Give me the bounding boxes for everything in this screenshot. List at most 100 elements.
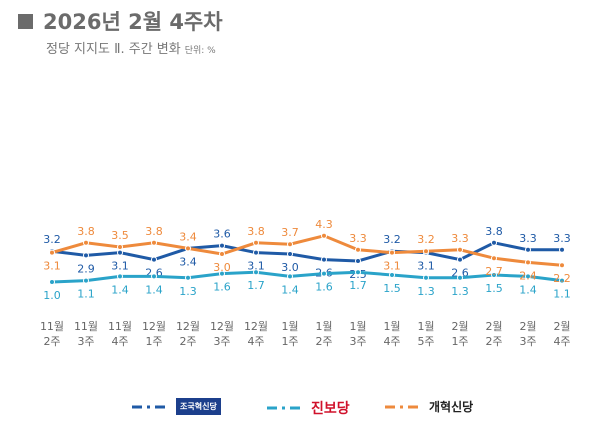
legend-line-icon xyxy=(267,406,301,410)
data-label: 1.3 xyxy=(179,285,197,298)
title-square-icon xyxy=(18,13,33,29)
data-point xyxy=(355,246,361,253)
data-point xyxy=(423,274,429,281)
data-point xyxy=(491,272,497,278)
data-label: 1.3 xyxy=(451,285,469,298)
data-label: 2.9 xyxy=(77,262,95,275)
data-point xyxy=(253,249,259,256)
x-tick-label: 12월 2주 xyxy=(176,320,200,348)
data-label: 1.1 xyxy=(553,288,571,301)
data-point xyxy=(83,239,89,246)
x-tick-label: 1월 3주 xyxy=(349,320,366,348)
x-tick-label: 11월 3주 xyxy=(74,320,98,348)
data-label: 2.4 xyxy=(519,269,537,282)
legend-line-icon xyxy=(385,405,419,408)
chart-subtitle: 정당 지지도 Ⅱ. 주간 변화 단위: % xyxy=(46,38,216,57)
data-label: 3.3 xyxy=(553,232,571,245)
data-label: 1.3 xyxy=(417,285,435,298)
data-point xyxy=(219,270,225,277)
data-label: 3.7 xyxy=(281,226,299,239)
x-tick-label: 12월 4주 xyxy=(244,320,268,348)
data-point xyxy=(49,249,55,256)
data-point xyxy=(287,241,293,248)
data-point xyxy=(321,270,327,277)
data-point xyxy=(219,251,225,257)
data-point xyxy=(321,232,327,239)
x-tick-label: 12월 3주 xyxy=(210,320,234,348)
x-tick-label: 2월 1주 xyxy=(451,320,468,348)
data-point xyxy=(185,245,191,252)
data-point xyxy=(525,273,531,280)
data-point xyxy=(151,239,157,246)
x-tick-label: 1월 2주 xyxy=(315,320,332,348)
legend-label: 조국혁신당 xyxy=(176,398,221,415)
data-point xyxy=(389,272,395,278)
page-title: 2026년 2월 4주차 xyxy=(18,6,223,36)
data-label: 3.4 xyxy=(179,255,197,268)
data-point xyxy=(559,277,565,284)
x-tick-label: 2월 2주 xyxy=(485,320,502,348)
data-label: 3.3 xyxy=(519,232,537,245)
data-label: 1.6 xyxy=(315,281,333,294)
data-point xyxy=(83,252,89,259)
data-label: 3.2 xyxy=(383,233,401,246)
data-point xyxy=(525,246,531,253)
data-label: 3.0 xyxy=(281,261,299,274)
data-label: 1.4 xyxy=(281,283,299,296)
data-point xyxy=(423,248,429,255)
data-point xyxy=(219,242,225,249)
unit-label: 단위: % xyxy=(184,46,216,56)
x-tick-label: 11월 2주 xyxy=(40,320,64,348)
legend-item-series-2: 개혁신당 xyxy=(385,398,473,415)
data-point xyxy=(287,273,293,280)
data-label: 4.3 xyxy=(315,218,333,231)
data-point xyxy=(491,255,497,262)
data-point xyxy=(457,246,463,253)
data-label: 3.1 xyxy=(247,260,265,273)
data-point xyxy=(457,274,463,281)
legend-item-series-0: 조국혁신당 xyxy=(132,398,221,415)
data-point xyxy=(491,239,497,246)
data-label: 3.1 xyxy=(383,260,401,273)
data-point xyxy=(151,256,157,263)
data-point xyxy=(355,258,361,264)
data-label: 3.4 xyxy=(179,230,197,243)
data-label: 1.4 xyxy=(111,283,129,296)
data-label: 3.8 xyxy=(247,225,265,238)
data-label: 3.8 xyxy=(485,225,503,238)
series-line-1 xyxy=(51,270,563,284)
data-point xyxy=(83,277,89,284)
data-label: 3.6 xyxy=(213,228,231,241)
data-label: 3.8 xyxy=(145,225,163,238)
data-point xyxy=(389,249,395,256)
series-line-2 xyxy=(51,234,563,267)
data-label: 1.4 xyxy=(519,283,537,296)
data-label: 1.6 xyxy=(213,281,231,294)
x-tick-label: 1월 5주 xyxy=(417,320,434,348)
x-tick-label: 2월 4주 xyxy=(553,320,570,348)
data-label: 3.8 xyxy=(77,225,95,238)
data-label: 3.2 xyxy=(417,233,435,246)
data-label: 3.3 xyxy=(451,232,469,245)
series-line-0 xyxy=(51,241,562,263)
data-label: 1.5 xyxy=(383,282,401,295)
data-point xyxy=(457,256,463,263)
legend-item-series-1: 진보당 xyxy=(267,398,350,418)
x-tick-label: 2월 3주 xyxy=(519,320,536,348)
data-point xyxy=(185,274,191,281)
x-tick-label: 12월 1주 xyxy=(142,320,166,348)
data-point xyxy=(355,269,361,276)
data-label: 3.0 xyxy=(213,261,231,274)
data-point xyxy=(321,256,327,263)
data-label: 1.1 xyxy=(77,288,95,301)
data-label: 1.7 xyxy=(247,279,265,292)
data-label: 3.5 xyxy=(111,229,129,242)
data-point xyxy=(151,273,157,280)
data-point xyxy=(117,244,123,250)
data-point xyxy=(117,249,123,256)
title-text: 2026년 2월 4주차 xyxy=(43,10,223,34)
data-point xyxy=(559,246,565,253)
legend-label: 진보당 xyxy=(311,401,350,417)
